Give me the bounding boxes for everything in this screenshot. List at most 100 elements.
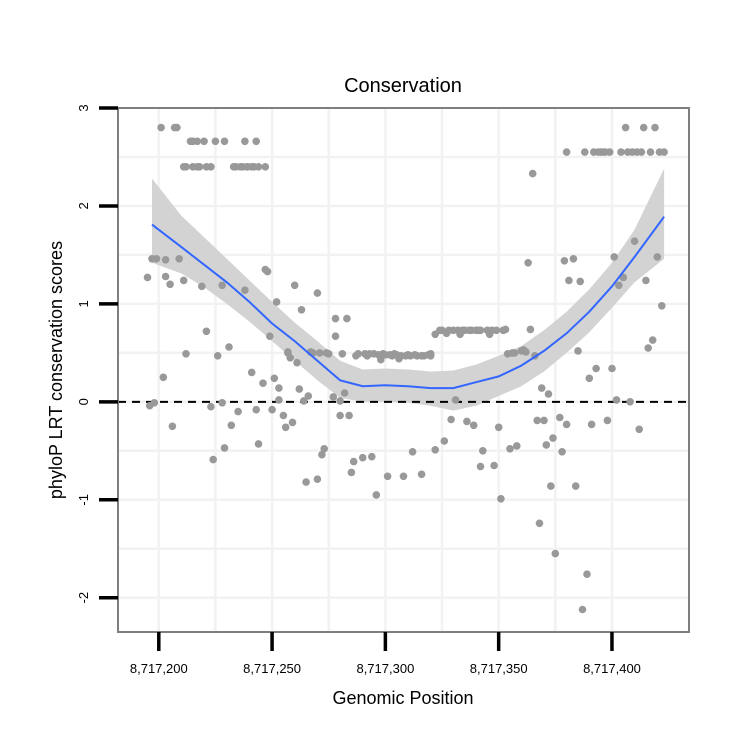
data-point [279, 411, 288, 420]
data-point [617, 148, 625, 156]
data-point [497, 495, 505, 503]
data-point [626, 398, 634, 406]
data-point [281, 423, 290, 432]
data-point [209, 455, 217, 464]
data-point [272, 298, 281, 306]
data-point [182, 163, 190, 171]
data-point [173, 123, 181, 132]
data-point [510, 349, 519, 357]
data-point [259, 379, 267, 388]
data-point [368, 452, 376, 461]
data-point [492, 326, 501, 335]
data-point [193, 137, 202, 146]
data-point [227, 421, 236, 430]
data-point [247, 368, 256, 377]
chart-title: Conservation [344, 75, 462, 97]
data-point [526, 325, 535, 334]
data-point [252, 405, 260, 414]
data-point [161, 255, 170, 264]
data-point [637, 148, 646, 156]
x-tick-label: 8,717,400 [583, 661, 641, 676]
data-point [544, 390, 553, 398]
data-point [562, 148, 571, 156]
data-point [463, 417, 471, 426]
data-point [585, 374, 594, 383]
data-point [540, 416, 548, 425]
data-point [528, 169, 537, 178]
data-point [513, 442, 521, 450]
data-point [642, 276, 650, 285]
data-point [660, 148, 668, 156]
y-tick-label: -2 [76, 592, 91, 604]
data-point [315, 349, 324, 357]
data-point [241, 286, 249, 295]
data-point [605, 148, 614, 156]
data-point [300, 397, 308, 405]
data-point [220, 137, 229, 146]
data-point [426, 352, 435, 360]
data-point [551, 549, 560, 558]
data-point [574, 347, 582, 355]
data-point [524, 259, 532, 267]
data-point [522, 348, 530, 356]
data-point [293, 358, 301, 367]
data-point [479, 447, 487, 455]
scatter-points [143, 123, 668, 614]
data-point [644, 344, 652, 352]
data-point [547, 482, 555, 490]
data-point [288, 418, 297, 427]
data-point [556, 413, 564, 422]
data-point [583, 570, 591, 578]
data-point [639, 123, 648, 132]
data-point [535, 519, 544, 528]
data-point [562, 420, 571, 429]
data-point [476, 326, 485, 335]
data-point [268, 405, 276, 414]
data-point [653, 253, 662, 261]
data-point [261, 163, 270, 171]
data-point [658, 302, 666, 310]
data-point [254, 163, 263, 171]
data-point [612, 396, 621, 404]
data-point [494, 423, 503, 432]
data-point [646, 148, 655, 156]
data-point [275, 384, 283, 392]
data-point [648, 336, 657, 344]
data-point [336, 411, 344, 420]
data-point [610, 253, 618, 261]
data-point [202, 327, 211, 336]
data-point [560, 257, 569, 265]
data-point [252, 137, 260, 146]
y-axis-title: phyloP LRT conservation scores [46, 241, 66, 499]
plot-border [117, 107, 690, 633]
data-point [320, 445, 329, 453]
data-point [211, 137, 220, 146]
data-point [159, 373, 168, 382]
data-point [198, 282, 206, 291]
data-point [558, 448, 566, 456]
data-point [286, 354, 295, 362]
grid-lines [118, 108, 689, 632]
data-point [408, 448, 417, 456]
data-point [302, 478, 310, 486]
data-point [347, 468, 356, 477]
confidence-band [152, 168, 665, 411]
data-point [399, 472, 408, 481]
data-point [143, 273, 152, 282]
data-point [182, 350, 190, 358]
data-point [549, 434, 557, 442]
data-point [284, 348, 292, 356]
x-tick-label: 8,717,250 [243, 661, 301, 676]
data-point [313, 475, 322, 484]
data-point [501, 325, 510, 334]
data-point [506, 445, 514, 453]
data-point [451, 396, 460, 404]
data-point [218, 281, 226, 290]
data-point [161, 272, 170, 281]
data-point [565, 276, 573, 285]
data-point [157, 123, 165, 132]
data-point [318, 450, 326, 459]
data-point [383, 472, 392, 481]
data-point [295, 385, 304, 393]
smooth-trend-line [151, 216, 665, 390]
